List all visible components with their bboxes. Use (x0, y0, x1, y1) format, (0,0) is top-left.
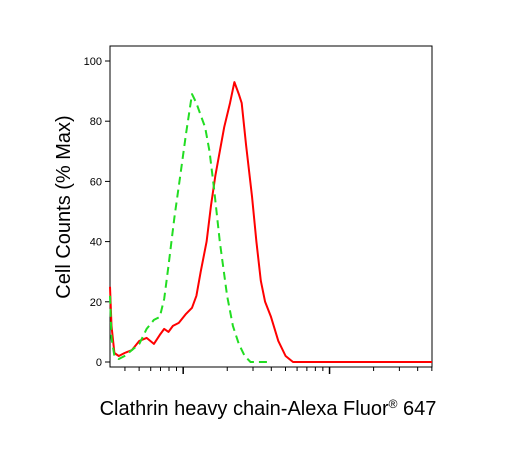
y-tick-label: 20 (90, 297, 102, 309)
y-tick-label: 60 (90, 176, 102, 188)
y-tick-label: 100 (84, 56, 102, 68)
series-line-1 (109, 81, 432, 363)
x-axis-label-superscript: ® (389, 397, 398, 411)
x-axis-ticks (124, 367, 433, 374)
y-axis-label: Cell Counts (% Max) (53, 115, 75, 298)
y-tick-label: 40 (90, 237, 102, 249)
x-axis-label-suffix: 647 (397, 398, 436, 420)
x-axis-label-main: Clathrin heavy chain-Alexa Fluor (100, 398, 389, 420)
series-line-2 (109, 93, 271, 363)
y-axis-ticks: 0 20 40 60 80 100 (84, 56, 110, 369)
y-tick-label: 80 (90, 116, 102, 128)
series-layer (109, 81, 432, 363)
x-axis-label: Clathrin heavy chain-Alexa Fluor® 647 (100, 397, 437, 420)
y-tick-label: 0 (96, 357, 102, 369)
